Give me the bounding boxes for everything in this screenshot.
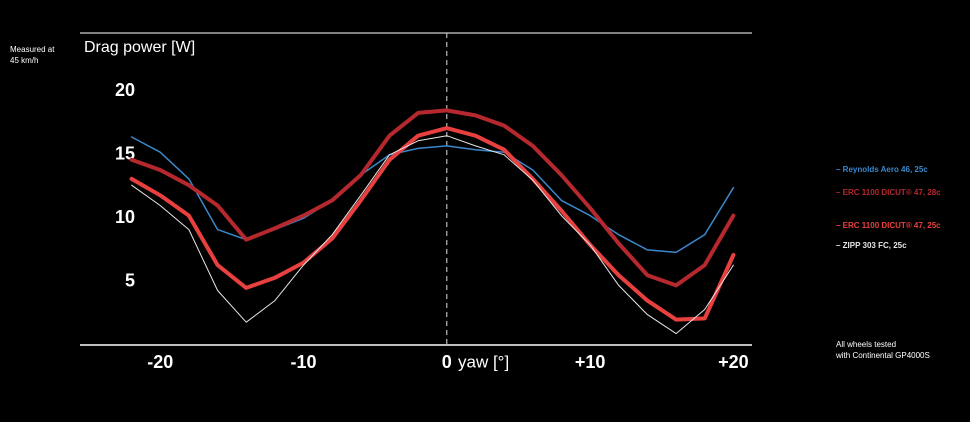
- series-line: [129, 108, 736, 288]
- x-axis-label: yaw [°]: [458, 352, 509, 371]
- y-tick-label: 20: [115, 80, 135, 100]
- x-tick-label: +20: [718, 352, 749, 372]
- note: Measured at: [10, 45, 55, 54]
- series-line: [130, 136, 735, 254]
- y-tick-label: 5: [125, 270, 135, 290]
- x-tick-label: +10: [575, 352, 606, 372]
- footnote: with Continental GP4000S: [835, 351, 930, 360]
- legend-entry: – ZIPP 303 FC, 25c: [836, 241, 907, 250]
- x-tick-label: -20: [147, 352, 173, 372]
- legend-entry: – Reynolds Aero 46, 25c: [836, 165, 928, 174]
- note: 45 km/h: [10, 56, 38, 65]
- footnote: All wheels tested: [836, 340, 896, 349]
- y-tick-label: 15: [115, 144, 135, 164]
- series-line: [129, 126, 736, 322]
- series-line: [131, 135, 734, 335]
- legend-entry: – ERC 1100 DICUT® 47, 25c: [836, 221, 941, 230]
- x-tick-label: 0: [442, 352, 452, 372]
- legend-entry: – ERC 1100 DICUT® 47, 28c: [836, 188, 941, 197]
- y-tick-label: 10: [115, 207, 135, 227]
- x-tick-label: -10: [291, 352, 317, 372]
- y-axis-label: Drag power [W]: [84, 39, 195, 56]
